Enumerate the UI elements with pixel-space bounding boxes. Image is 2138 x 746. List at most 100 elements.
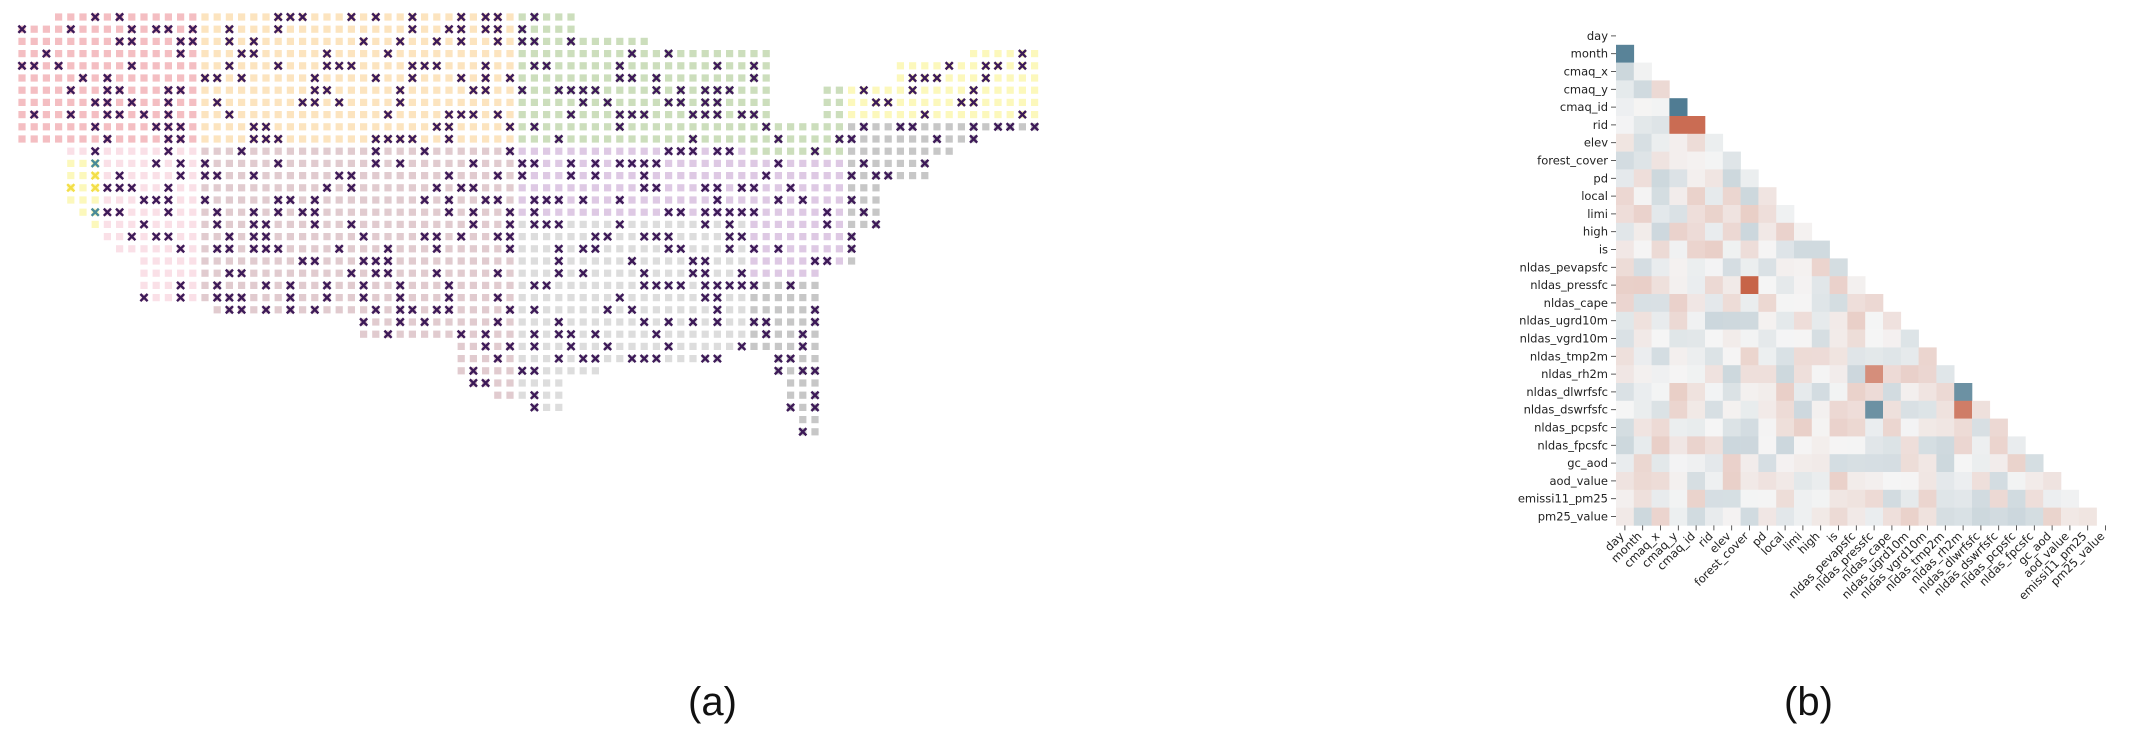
grid-cell [774, 318, 782, 326]
grid-cell [347, 257, 355, 265]
heatmap-cell [1705, 418, 1724, 437]
grid-cell [262, 257, 270, 265]
grid-cell [433, 50, 441, 58]
grid-cell [506, 172, 514, 180]
cross-marker [517, 171, 527, 181]
heatmap-cell [1794, 222, 1813, 241]
cross-marker [859, 207, 869, 217]
grid-cell [445, 159, 453, 167]
cross-marker [261, 232, 271, 242]
grid-cell [677, 123, 685, 131]
grid-cell [482, 306, 490, 314]
grid-cell [543, 50, 551, 58]
grid-cell [1018, 98, 1026, 106]
heatmap-cell [1776, 507, 1795, 526]
grid-cell [543, 208, 551, 216]
cross-marker [420, 317, 430, 327]
cross-marker [737, 232, 747, 242]
grid-cell [689, 123, 697, 131]
heatmap-cell [1669, 436, 1688, 455]
grid-cell [140, 172, 148, 180]
grid-cell [177, 196, 185, 204]
cross-marker [261, 219, 271, 229]
grid-cell [445, 330, 453, 338]
heatmap-cell [1687, 489, 1706, 508]
grid-cell [543, 306, 551, 314]
heatmap-cell [1705, 347, 1724, 366]
grid-cell [445, 147, 453, 155]
cross-marker [481, 341, 491, 351]
grid-cell [42, 86, 50, 94]
grid-cell [347, 25, 355, 33]
cross-marker [859, 158, 869, 168]
grid-cell [823, 245, 831, 253]
cross-marker [334, 244, 344, 254]
heatmap-cell [1883, 418, 1902, 437]
grid-cell [384, 159, 392, 167]
cross-marker [261, 134, 271, 144]
grid-cell [567, 196, 575, 204]
grid-cell [482, 220, 490, 228]
grid-cell [323, 233, 331, 241]
grid-cell [408, 86, 416, 94]
grid-cell [738, 123, 746, 131]
heatmap-cell [1776, 347, 1795, 366]
grid-cell [567, 220, 575, 228]
grid-cell [555, 159, 563, 167]
grid-cell [591, 281, 599, 289]
grid-cell [347, 196, 355, 204]
grid-cell [726, 330, 734, 338]
grid-cell [469, 330, 477, 338]
grid-cell [42, 98, 50, 106]
heatmap-cell [1669, 329, 1688, 348]
grid-cell [67, 98, 75, 106]
heatmap-cell [1954, 436, 1973, 455]
grid-cell [860, 135, 868, 143]
grid-cell [408, 184, 416, 192]
heatmap-cell [1669, 258, 1688, 277]
grid-cell [591, 367, 599, 375]
cross-marker [285, 293, 295, 303]
cross-marker [773, 158, 783, 168]
grid-cell [848, 111, 856, 119]
grid-cell [701, 318, 709, 326]
heatmap-cell [1794, 436, 1813, 455]
cross-marker [176, 158, 186, 168]
heatmap-cell [1740, 418, 1759, 437]
grid-cell [189, 269, 197, 277]
grid-cell [323, 196, 331, 204]
grid-cell [482, 147, 490, 155]
grid-cell [689, 294, 697, 302]
cross-marker [310, 85, 320, 95]
grid-cell [713, 330, 721, 338]
grid-cell [616, 208, 624, 216]
cross-marker [639, 268, 649, 278]
grid-cell [396, 123, 404, 131]
heatmap-cell [1936, 418, 1955, 437]
grid-cell [360, 25, 368, 33]
grid-cell [445, 184, 453, 192]
grid-cell [506, 62, 514, 70]
grid-cell [1031, 98, 1039, 106]
grid-cell [652, 257, 660, 265]
heatmap-cell [1758, 276, 1777, 295]
grid-cell [128, 74, 136, 82]
cross-marker [432, 183, 442, 193]
grid-cell [177, 98, 185, 106]
grid-cell [518, 355, 526, 363]
grid-cell [665, 294, 673, 302]
grid-cell [665, 269, 673, 277]
heatmap-cell [1633, 187, 1652, 206]
grid-cell [274, 269, 282, 277]
heatmap-cell [1829, 472, 1848, 491]
grid-cell [726, 269, 734, 277]
grid-cell [701, 342, 709, 350]
grid-cell [433, 86, 441, 94]
cross-marker [664, 232, 674, 242]
cross-marker [810, 390, 820, 400]
grid-cell [957, 135, 965, 143]
cross-marker [712, 61, 722, 71]
grid-cell [530, 355, 538, 363]
grid-cell [677, 50, 685, 58]
grid-cell [299, 196, 307, 204]
